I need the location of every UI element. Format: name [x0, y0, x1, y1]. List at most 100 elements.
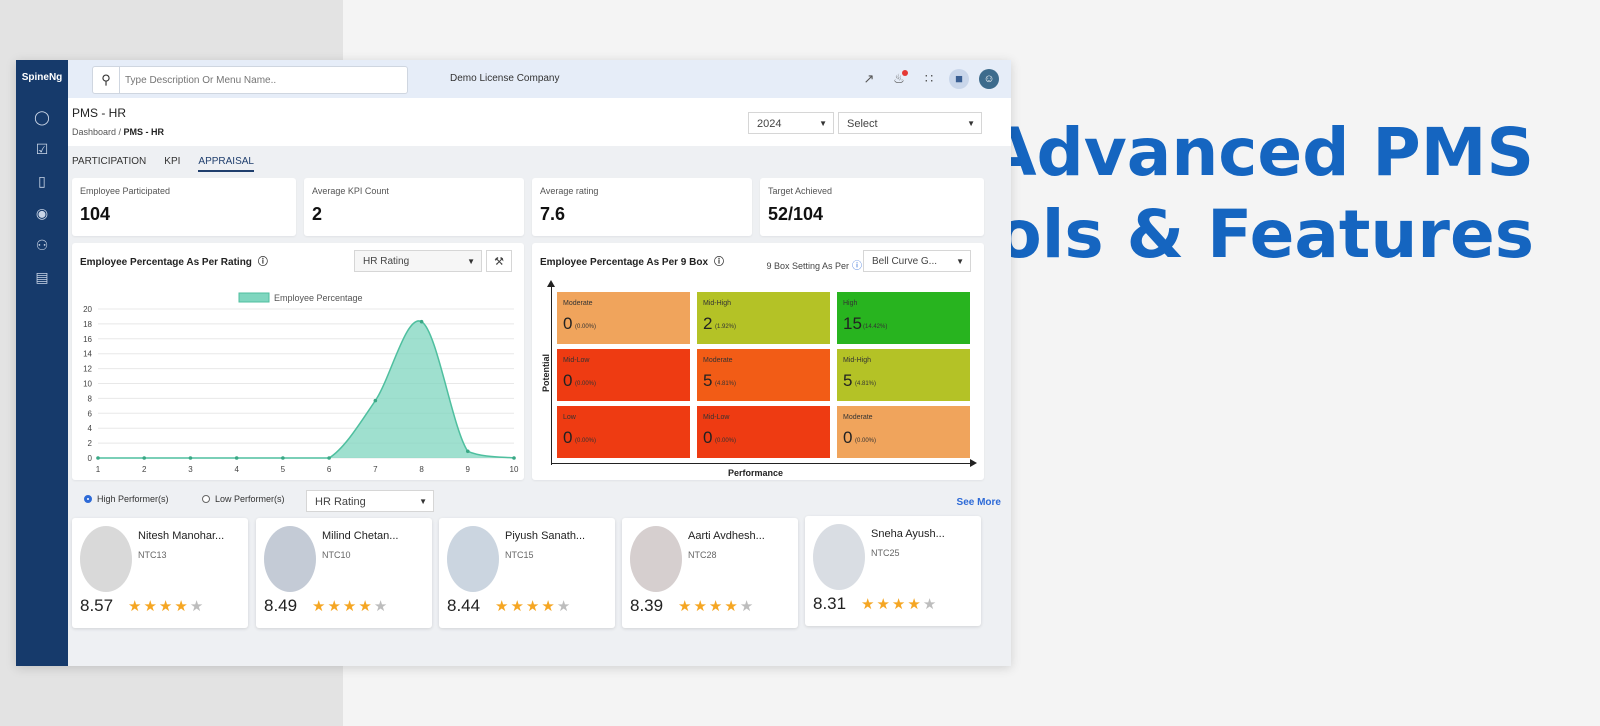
- year-select[interactable]: 2024 ▼: [748, 112, 834, 134]
- nine-box-cell[interactable]: Moderate 0 (0.00%): [557, 292, 690, 344]
- cell-label: Mid-Low: [703, 414, 730, 421]
- stat-value: 2: [312, 204, 323, 224]
- performer-card[interactable]: Piyush Sanath... NTC15 8.44 ★★★★★: [439, 518, 615, 628]
- x-tick-label: 3: [188, 465, 193, 474]
- star-icon: ★: [510, 598, 526, 615]
- x-tick-label: 10: [510, 465, 519, 474]
- performer-card[interactable]: Milind Chetan... NTC10 8.49 ★★★★★: [256, 518, 432, 628]
- tab-appraisal[interactable]: APPRAISAL: [198, 156, 254, 172]
- profile-icon[interactable]: ◉: [35, 205, 49, 221]
- star-icon: ★: [525, 598, 542, 615]
- low-performer-radio[interactable]: Low Performer(s): [202, 494, 285, 504]
- y-tick-label: 2: [88, 439, 93, 448]
- y-tick-label: 16: [83, 335, 92, 344]
- chart-settings-button[interactable]: ⚒: [486, 250, 512, 272]
- team-icon[interactable]: ⚇: [35, 237, 49, 253]
- y-tick-label: 0: [88, 454, 93, 463]
- breadcrumb-root[interactable]: Dashboard /: [72, 127, 122, 137]
- cell-label: Moderate: [703, 357, 733, 364]
- checklist-icon[interactable]: ☑: [35, 141, 49, 157]
- nine-box-cell[interactable]: Mid-High 5 (4.81%): [837, 349, 970, 401]
- performer-score: 8.49: [264, 596, 298, 615]
- search-input[interactable]: [123, 70, 397, 90]
- radio-indicator: [202, 495, 210, 503]
- bell-icon[interactable]: ♨: [889, 69, 909, 89]
- nine-box-panel: Employee Percentage As Per 9 Box ⓘ 9 Box …: [532, 243, 984, 480]
- stat-card-target-achieved: Target Achieved 52/104: [760, 178, 984, 236]
- performer-card[interactable]: Sneha Ayush... NTC25 8.31 ★★★★★: [805, 516, 981, 626]
- wrench-icon: ⚒: [494, 256, 504, 268]
- cell-percent: (1.92%): [715, 324, 737, 330]
- y-axis-arrow: [547, 280, 555, 287]
- search-icon[interactable]: ⚲: [93, 67, 120, 93]
- chevron-down-icon: ▼: [419, 497, 427, 506]
- nine-box-cell[interactable]: High 15 (14.42%): [837, 292, 970, 344]
- performer-name: Aarti Avdhesh...: [688, 530, 765, 542]
- y-tick-label: 6: [88, 409, 93, 418]
- avatar: [80, 526, 132, 592]
- x-tick-label: 1: [96, 465, 101, 474]
- nine-box-grid: Moderate 0 (0.00%) Mid-High 2 (1.92%) High 15 (1…: [557, 292, 971, 460]
- info-icon[interactable]: ⓘ: [852, 261, 862, 272]
- user-icon[interactable]: ◯: [34, 109, 50, 125]
- tab-participation[interactable]: PARTICIPATION: [72, 156, 147, 167]
- filter-select[interactable]: Select ▼: [838, 112, 982, 134]
- performer-name: Piyush Sanath...: [505, 530, 586, 542]
- star-icon: ★: [495, 598, 511, 615]
- building-icon[interactable]: ■: [949, 69, 969, 89]
- star-icon: ★: [143, 598, 159, 615]
- stat-card-kpi-count: Average KPI Count 2: [304, 178, 524, 236]
- data-point: [96, 456, 100, 460]
- x-tick-label: 7: [373, 465, 378, 474]
- rating-type-select[interactable]: HR Rating ▼: [354, 250, 482, 272]
- y-tick-label: 18: [83, 320, 92, 329]
- cell-count: 5: [843, 371, 853, 390]
- stat-label: Employee Participated: [80, 186, 171, 196]
- nine-box-cell[interactable]: Mid-Low 0 (0.00%): [697, 406, 830, 458]
- avatar: [630, 526, 682, 592]
- document-icon[interactable]: ▯: [38, 173, 46, 189]
- year-select-value: 2024: [757, 118, 782, 130]
- nine-box-cell[interactable]: Moderate 0 (0.00%): [837, 406, 970, 458]
- nine-box-cell[interactable]: Mid-Low 0 (0.00%): [557, 349, 690, 401]
- topbar: ⚲ Demo License Company ↗ ♨ ∷ ■ ☺: [68, 60, 1011, 98]
- cell-count: 0: [563, 428, 573, 447]
- x-tick-label: 8: [419, 465, 424, 474]
- tab-kpi[interactable]: KPI: [164, 156, 181, 167]
- see-more-link[interactable]: See More: [956, 497, 1001, 508]
- y-axis-label: Potential: [541, 354, 551, 393]
- nine-box-cell[interactable]: Mid-High 2 (1.92%): [697, 292, 830, 344]
- x-tick-label: 2: [142, 465, 147, 474]
- star-icon: ★: [891, 596, 908, 613]
- x-axis-line: [551, 463, 971, 464]
- apps-grid-icon[interactable]: ∷: [924, 71, 934, 86]
- star-icon: ★: [312, 598, 328, 615]
- high-performer-radio[interactable]: High Performer(s): [84, 494, 169, 504]
- star-icon: ★: [708, 598, 725, 615]
- star-icon: ★: [693, 598, 709, 615]
- performer-card[interactable]: Aarti Avdhesh... NTC28 8.39 ★★★★★: [622, 518, 798, 628]
- user-avatar[interactable]: ☺: [979, 69, 999, 89]
- star-icon: ★: [342, 598, 359, 615]
- info-icon[interactable]: ⓘ: [714, 257, 725, 268]
- avatar: [264, 526, 316, 592]
- report-icon[interactable]: ▤: [35, 269, 49, 285]
- company-name: Demo License Company: [450, 73, 560, 84]
- performer-rating-select[interactable]: HR Rating ▼: [306, 490, 434, 512]
- hero-heading: Advanced PMS Tools & Features: [915, 112, 1534, 276]
- x-axis-label: Performance: [728, 468, 784, 478]
- y-tick-label: 12: [83, 365, 92, 374]
- cell-label: Mid-Low: [563, 357, 590, 364]
- data-point: [188, 456, 193, 460]
- external-link-icon[interactable]: ↗: [863, 71, 875, 86]
- nine-box-cell[interactable]: Moderate 5 (4.81%): [697, 349, 830, 401]
- nine-box-setting-select[interactable]: Bell Curve G... ▼: [863, 250, 971, 272]
- filter-select-value: Select: [847, 118, 878, 130]
- star-icon: ★: [174, 598, 190, 615]
- star-rating: ★★★★★: [495, 597, 572, 615]
- nine-box-cell[interactable]: Low 0 (0.00%): [557, 406, 690, 458]
- info-icon[interactable]: ⓘ: [257, 257, 268, 268]
- performer-card[interactable]: Nitesh Manohar... NTC13 8.57 ★★★★★: [72, 518, 248, 628]
- brand-logo[interactable]: SpineNg: [21, 72, 63, 83]
